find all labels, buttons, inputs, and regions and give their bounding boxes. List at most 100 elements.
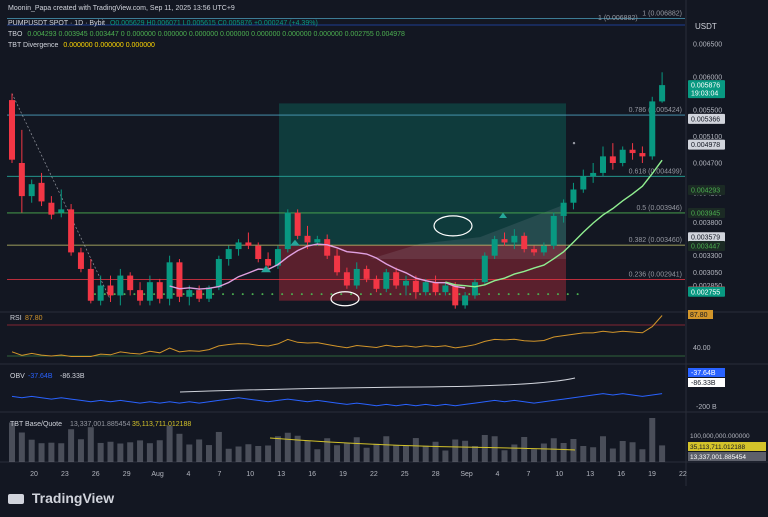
- volume-bar: [156, 440, 163, 462]
- support-dot: [162, 293, 165, 296]
- volume-bar: [215, 431, 222, 462]
- candle-body: [58, 209, 65, 213]
- candle-body: [225, 249, 232, 260]
- support-dot: [379, 293, 382, 296]
- price-label-text: 0.005366: [691, 116, 720, 123]
- rsi-value-badge-text: 87.80: [690, 312, 708, 319]
- candle-body: [649, 101, 656, 157]
- support-dot: [497, 293, 500, 296]
- volume-bar: [521, 437, 528, 462]
- price-tick: 0.005100: [693, 134, 722, 141]
- volume-bar: [28, 439, 35, 462]
- support-dot: [478, 293, 481, 296]
- volume-legend-value1: 13,337,001.885454: [70, 421, 130, 428]
- volume-bar: [255, 446, 262, 462]
- volume-bar: [580, 446, 587, 462]
- volume-bar: [649, 418, 656, 462]
- price-tick: 0.006000: [693, 74, 722, 81]
- candle-body: [481, 255, 488, 283]
- tbo-legend[interactable]: TBO 0.004293 0.003945 0.003447 0 0.00000…: [8, 31, 408, 38]
- fib-retracement: 1 (0.006882) 0.786 (0.005424) 0.618 (0.004…: [7, 11, 685, 299]
- rsi-legend-value: 87.80: [25, 315, 43, 322]
- candle-body: [580, 176, 587, 190]
- support-dot: [556, 293, 559, 296]
- candle-body: [68, 209, 75, 253]
- volume-bar: [570, 439, 577, 462]
- price-label-bg: [688, 240, 725, 251]
- volume-bar: [77, 439, 84, 462]
- candle-body: [146, 282, 153, 301]
- volume-bar: [235, 446, 242, 462]
- volume-bar: [343, 443, 350, 462]
- volume-badge2: [688, 442, 766, 451]
- price-label-bg: [688, 184, 725, 195]
- rsi-legend-label: RSI: [10, 315, 22, 322]
- support-dot: [241, 293, 244, 296]
- support-dot: [133, 293, 136, 296]
- price-label-text: 0.005876: [691, 83, 720, 90]
- fib-label-1: 1 (0.006882): [642, 11, 682, 18]
- tradingview-logo: TradingView: [8, 490, 114, 506]
- support-dot: [330, 293, 333, 296]
- volume-bar: [481, 435, 488, 462]
- candle-body: [471, 282, 478, 296]
- currency-label[interactable]: USDT: [695, 22, 717, 31]
- candle-body: [137, 290, 144, 301]
- time-tick: 16: [617, 471, 625, 478]
- candle-body: [294, 212, 301, 236]
- volume-bar: [462, 440, 469, 462]
- candle-body: [442, 285, 449, 293]
- time-tick: 7: [526, 471, 530, 478]
- tbt-values: 0.000000 0.000000 0.000000: [63, 42, 155, 49]
- volume-bar: [18, 432, 25, 462]
- volume-bar: [225, 448, 232, 462]
- time-tick: 13: [277, 471, 285, 478]
- candle-body: [48, 202, 55, 215]
- volume-bar: [294, 435, 301, 462]
- volume-bar: [619, 441, 626, 462]
- time-tick: 20: [30, 471, 38, 478]
- support-dot: [419, 293, 422, 296]
- support-dot: [537, 293, 540, 296]
- price-label: 0.005366: [688, 113, 725, 124]
- candle-body: [206, 287, 212, 299]
- volume-bar: [127, 442, 134, 462]
- obv-badge2-text: -86.33B: [691, 380, 716, 387]
- support-dot: [261, 293, 264, 296]
- symbol-text[interactable]: PUMPUSDT SPOT · 1D · Bybit: [8, 20, 105, 27]
- obv-ma-line: [179, 377, 576, 393]
- support-dot: [547, 293, 550, 296]
- candle-body: [107, 285, 114, 296]
- ohlc-text: O0.005629 H0.006071 L0.005615 C0.005876 …: [109, 20, 318, 27]
- tbt-legend[interactable]: TBT Divergence 0.000000 0.000000 0.00000…: [8, 42, 158, 49]
- buy-triangle-marker: [290, 239, 300, 246]
- support-dot: [172, 293, 175, 296]
- support-dot: [113, 293, 116, 296]
- obv-legend-value1: -37.64B: [28, 373, 53, 380]
- tradingview-text: TradingView: [31, 490, 115, 506]
- marker-dot: [572, 141, 576, 145]
- obv-badge2: [688, 378, 725, 387]
- time-tick: 29: [123, 471, 131, 478]
- rsi-value-badge: [688, 310, 713, 319]
- volume-bar: [373, 443, 380, 462]
- obv-axis-tick: -200 B: [696, 404, 717, 411]
- volume-bar: [245, 444, 252, 462]
- volume-bar: [560, 443, 567, 462]
- time-tick: 19: [648, 471, 656, 478]
- candle-body: [570, 189, 577, 203]
- time-tick: 10: [246, 471, 254, 478]
- price-label-text: 0.003945: [691, 210, 720, 217]
- candle-body: [324, 239, 331, 256]
- price-label: 0.002755: [688, 286, 725, 297]
- volume-bar: [412, 438, 419, 462]
- candle-body: [521, 235, 528, 250]
- candle-body: [9, 100, 15, 160]
- volume-bar: [422, 445, 429, 462]
- volume-bar: [471, 446, 478, 462]
- support-dot: [488, 293, 490, 296]
- obv-line: [11, 393, 663, 407]
- price-label: 0.004978: [688, 139, 725, 150]
- volume-bar: [659, 445, 666, 462]
